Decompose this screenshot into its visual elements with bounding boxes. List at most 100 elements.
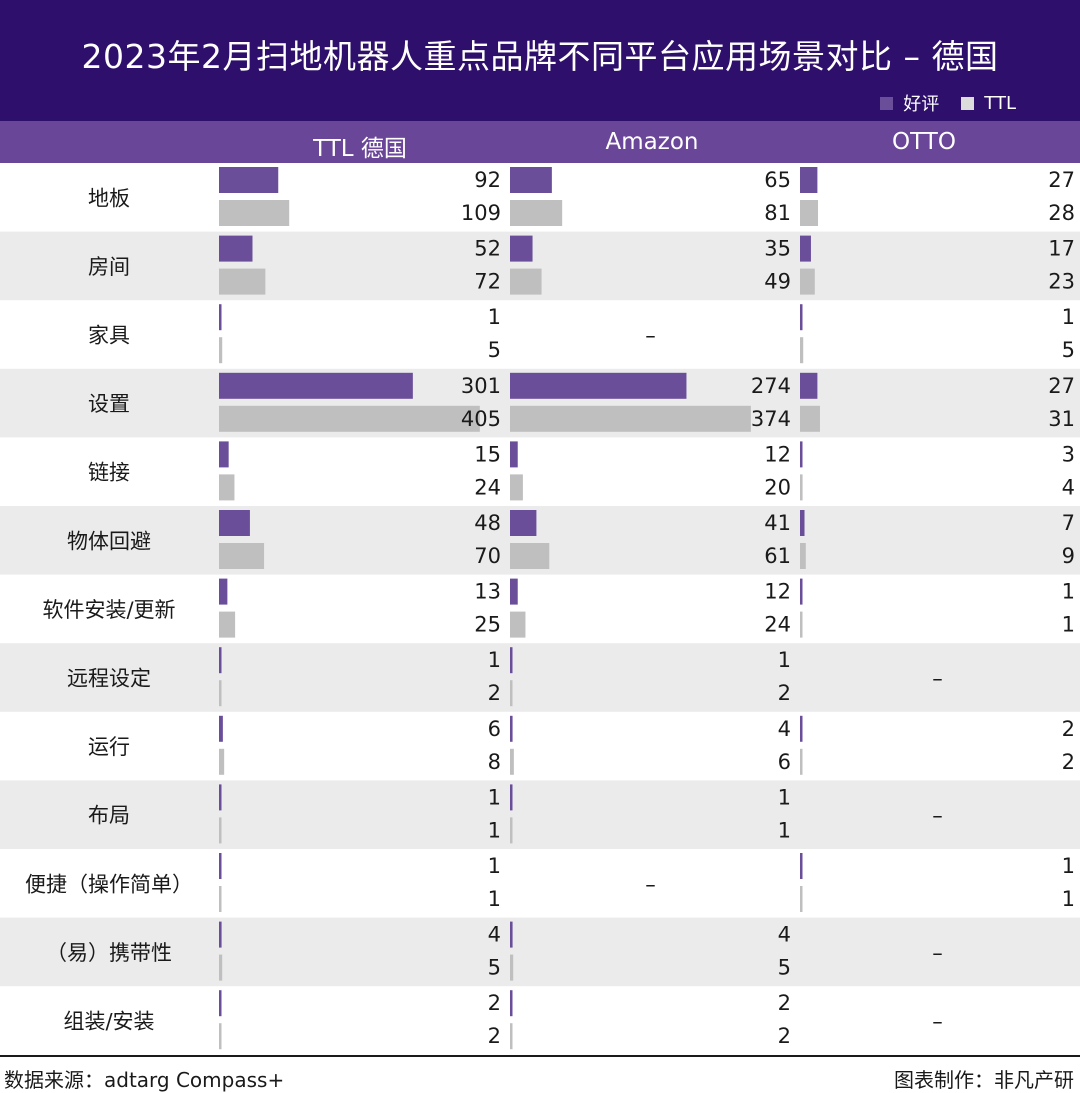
bar-ttl	[219, 1023, 222, 1050]
data-label-good: 1	[1062, 580, 1075, 604]
data-label-good: 1	[488, 854, 501, 878]
bar-good	[219, 853, 222, 879]
data-label-ttl: 2	[778, 681, 791, 705]
data-label-good: 17	[1048, 237, 1075, 261]
data-label-ttl: 81	[764, 201, 791, 225]
bar-good	[219, 990, 222, 1017]
no-data-mark: –	[932, 1010, 943, 1034]
category-label: 软件安装/更新	[42, 598, 175, 622]
bar-good	[800, 167, 818, 193]
data-label-ttl: 28	[1048, 201, 1075, 225]
bar-ttl	[219, 337, 223, 364]
bar-good	[219, 510, 250, 536]
data-label-ttl: 5	[488, 338, 501, 362]
category-label: （易）携带性	[46, 941, 172, 965]
bar-good	[800, 235, 811, 262]
bar-good	[219, 235, 253, 262]
bar-ttl	[219, 268, 266, 295]
data-label-good: 1	[488, 785, 501, 809]
data-label-good: 1	[778, 785, 791, 809]
data-label-good: 41	[764, 511, 791, 535]
footer-divider	[0, 1055, 1080, 1057]
bar-ttl	[510, 405, 751, 432]
bar-ttl	[800, 886, 803, 912]
column-header-amazon: Amazon	[605, 129, 699, 155]
bar-good	[510, 921, 513, 948]
data-label-ttl: 4	[1062, 475, 1075, 499]
bar-good	[219, 372, 413, 399]
data-label-ttl: 8	[488, 750, 501, 774]
bar-good	[219, 441, 229, 468]
bar-good	[219, 304, 222, 331]
legend-item-good: 好评	[880, 90, 939, 116]
data-label-ttl: 1	[488, 887, 501, 911]
bar-ttl	[510, 680, 513, 707]
bar-good	[219, 715, 223, 742]
bar-ttl	[800, 337, 804, 364]
bar-ttl	[510, 1023, 513, 1050]
bar-ttl	[800, 268, 815, 295]
data-label-ttl: 374	[751, 407, 791, 431]
category-label: 房间	[88, 255, 130, 279]
column-header-ttl-germany: TTL 德国	[313, 136, 407, 162]
data-label-ttl: 5	[1062, 338, 1075, 362]
bar-good	[510, 784, 513, 811]
bar-ttl	[219, 200, 290, 226]
data-label-ttl: 1	[1062, 887, 1075, 911]
category-label: 物体回避	[67, 529, 151, 553]
no-data-mark: –	[932, 667, 943, 691]
category-label: 地板	[88, 186, 130, 210]
bar-ttl	[219, 611, 236, 638]
legend-label-good: 好评	[903, 94, 940, 115]
no-data-mark: –	[645, 872, 656, 896]
data-label-ttl: 5	[488, 956, 501, 980]
category-label: 设置	[88, 392, 130, 416]
data-label-good: 15	[474, 442, 501, 466]
legend: 好评 TTL	[858, 90, 1016, 116]
bar-ttl	[800, 200, 819, 226]
data-label-good: 4	[778, 923, 791, 947]
data-label-good: 4	[488, 923, 501, 947]
bar-ttl	[219, 817, 222, 844]
bar-good	[800, 510, 805, 536]
data-label-ttl: 61	[764, 544, 791, 568]
data-label-ttl: 49	[764, 270, 791, 294]
data-label-ttl: 2	[488, 1024, 501, 1048]
data-label-good: 2	[1062, 717, 1075, 741]
title-banner: 2023年2月扫地机器人重点品牌不同平台应用场景对比 – 德国 好评 TTL	[0, 0, 1080, 121]
data-label-ttl: 5	[778, 956, 791, 980]
bar-ttl	[800, 474, 803, 501]
category-label: 便捷（操作简单）	[25, 872, 193, 896]
legend-swatch-ttl	[961, 96, 975, 110]
data-label-good: 2	[488, 991, 501, 1015]
bar-ttl	[219, 405, 480, 432]
data-label-ttl: 2	[1062, 750, 1075, 774]
bar-ttl	[510, 200, 563, 226]
data-label-ttl: 2	[778, 1024, 791, 1048]
bar-ttl	[510, 611, 526, 638]
category-label: 远程设定	[67, 667, 151, 691]
bar-ttl	[510, 954, 514, 981]
bar-good	[219, 167, 279, 193]
bar-good	[510, 578, 518, 605]
bar-good	[800, 441, 803, 468]
bar-good	[510, 647, 513, 674]
bar-ttl	[800, 748, 803, 775]
data-label-good: 301	[461, 374, 501, 398]
row-background	[0, 917, 1080, 987]
data-label-good: 7	[1062, 511, 1075, 535]
legend-swatch-good	[880, 96, 894, 110]
bar-good	[219, 921, 222, 948]
data-label-good: 13	[474, 580, 501, 604]
bar-ttl	[800, 405, 820, 432]
row-background	[0, 643, 1080, 712]
bar-ttl	[219, 543, 265, 569]
category-label: 组装/安装	[63, 1010, 154, 1034]
data-label-ttl: 31	[1048, 407, 1075, 431]
data-label-good: 1	[1062, 854, 1075, 878]
bar-ttl	[510, 543, 550, 569]
chart-title: 2023年2月扫地机器人重点品牌不同平台应用场景对比 – 德国	[81, 37, 999, 76]
data-label-ttl: 109	[461, 201, 501, 225]
data-label-ttl: 24	[764, 613, 791, 637]
data-label-ttl: 25	[474, 613, 501, 637]
